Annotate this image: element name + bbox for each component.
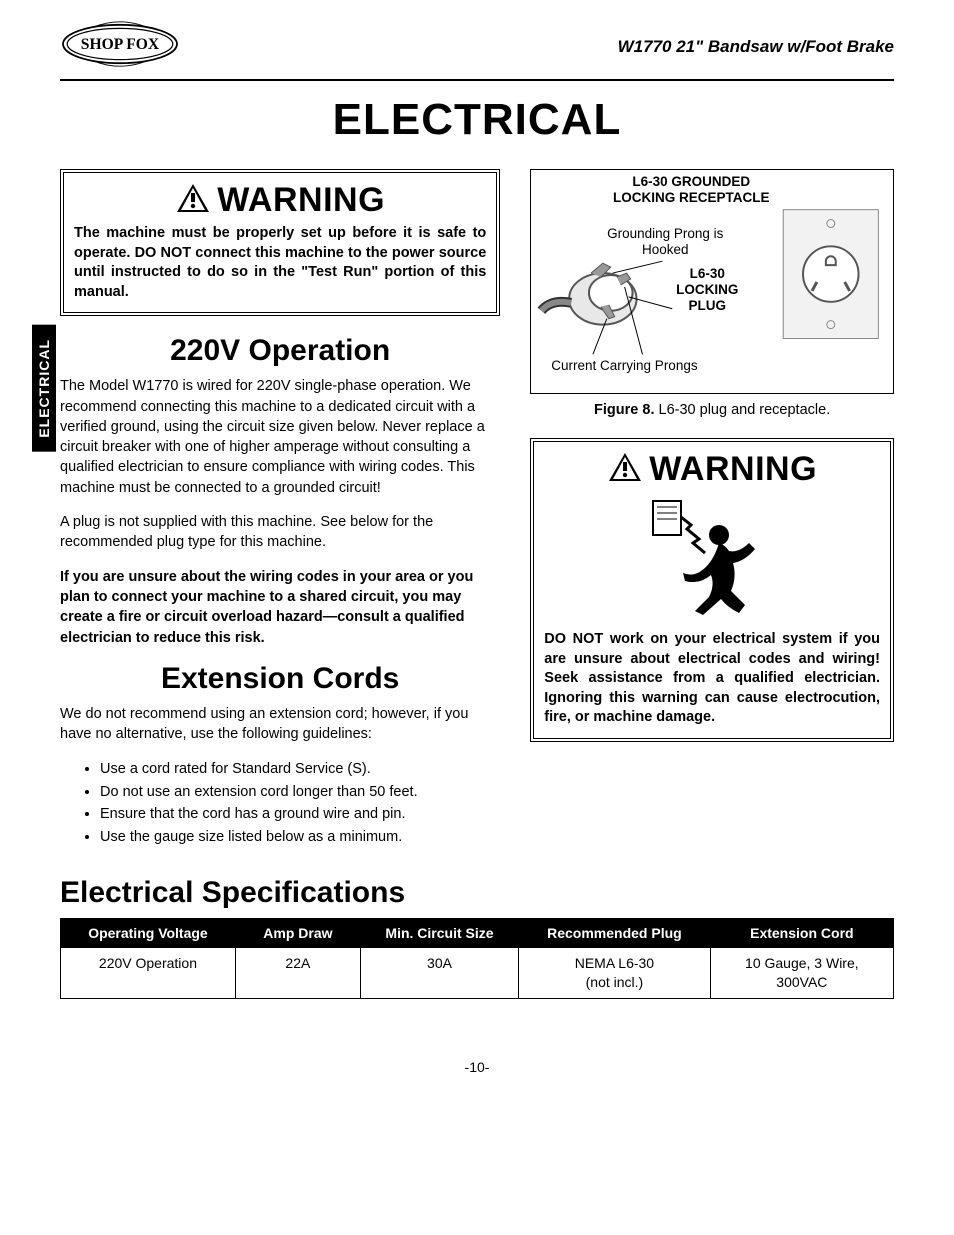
page-header: SHOP FOX W1770 21" Bandsaw w/Foot Brake [60,20,894,81]
warning-label-2: WARNING [649,450,817,489]
warning-box-1: WARNING The machine must be properly set… [60,169,500,316]
table-header: Recommended Plug [519,919,711,948]
list-item: Use the gauge size listed below as a min… [100,826,500,848]
para-220v-3: If you are unsure about the wiring codes… [60,567,500,648]
table-header: Min. Circuit Size [360,919,518,948]
para-220v-2: A plug is not supplied with this machine… [60,512,500,553]
list-item: Do not use an extension cord longer than… [100,781,500,803]
heading-electrical-specs: Electrical Specifications [60,876,894,910]
page-title: ELECTRICAL [60,95,894,145]
page-number: -10- [60,1059,894,1075]
table-cell: 30A [360,948,518,999]
list-item: Use a cord rated for Standard Service (S… [100,758,500,780]
table-cell: 220V Operation [61,948,236,999]
extension-bullets: Use a cord rated for Standard Service (S… [100,758,500,848]
svg-text:SHOP FOX: SHOP FOX [81,36,160,53]
figure-8-svg [531,170,893,393]
table-header: Amp Draw [235,919,360,948]
header-title: W1770 21" Bandsaw w/Foot Brake [618,37,894,57]
table-cell: 22A [235,948,360,999]
heading-extension-cords: Extension Cords [60,662,500,696]
table-cell: 10 Gauge, 3 Wire,300VAC [710,948,893,999]
brand-logo: SHOP FOX [60,20,180,73]
table-header: Operating Voltage [61,919,236,948]
warning-text-1: The machine must be properly set up befo… [74,224,486,302]
spec-table: Operating VoltageAmp DrawMin. Circuit Si… [60,918,894,999]
heading-220v: 220V Operation [60,334,500,368]
figure-8-caption: Figure 8. L6-30 plug and receptacle. [530,402,894,418]
table-cell: NEMA L6-30(not incl.) [519,948,711,999]
warning-box-2: WARNING DO NOT work on your electrical s… [530,438,894,742]
list-item: Ensure that the cord has a ground wire a… [100,803,500,825]
para-ext-intro: We do not recommend using an extension c… [60,704,500,745]
warning-triangle-icon [607,451,643,488]
side-tab: ELECTRICAL [32,325,56,452]
warning-text-2: DO NOT work on your electrical system if… [544,630,880,728]
warning-triangle-icon [175,182,211,219]
warning-label: WARNING [217,181,385,220]
table-header: Extension Cord [710,919,893,948]
shock-hazard-icon [544,495,880,620]
para-220v-1: The Model W1770 is wired for 220V single… [60,376,500,498]
figure-8-box: L6-30 GROUNDED LOCKING RECEPTACLE Ground… [530,169,894,394]
